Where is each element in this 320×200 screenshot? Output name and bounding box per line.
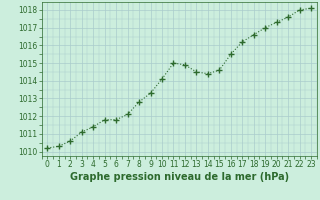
X-axis label: Graphe pression niveau de la mer (hPa): Graphe pression niveau de la mer (hPa) bbox=[70, 172, 289, 182]
